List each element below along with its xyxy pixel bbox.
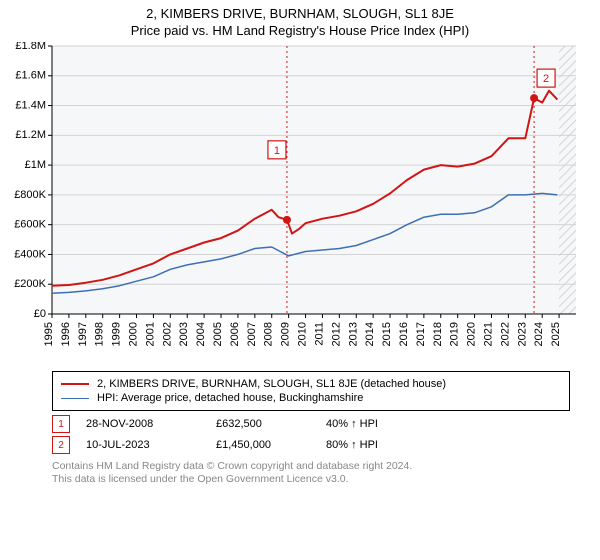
marker-label: 2	[543, 73, 549, 85]
ytick-label: £1.8M	[15, 42, 46, 52]
annotations-table: 1 28-NOV-2008£632,50040% ↑ HPI 2 10-JUL-202…	[52, 415, 570, 454]
xtick-label: 2006	[229, 322, 241, 346]
annotation-delta: 80% ↑ HPI	[326, 439, 570, 451]
ytick-label: £600K	[14, 219, 46, 231]
xtick-label: 2018	[432, 322, 444, 346]
xtick-label: 2000	[128, 322, 140, 346]
legend-item: 2, KIMBERS DRIVE, BURNHAM, SLOUGH, SL1 8…	[61, 378, 561, 390]
annotation-marker: 1	[52, 415, 70, 433]
legend-item: HPI: Average price, detached house, Buck…	[61, 392, 561, 404]
future-region	[559, 46, 576, 314]
xtick-label: 2004	[195, 322, 207, 346]
xtick-label: 2001	[144, 322, 156, 346]
annotation-date: 28-NOV-2008	[86, 418, 216, 430]
legend-text: HPI: Average price, detached house, Buck…	[97, 392, 363, 404]
xtick-label: 2011	[313, 322, 325, 346]
footer-line-2: This data is licensed under the Open Gov…	[52, 473, 570, 486]
xtick-label: 2007	[246, 322, 258, 346]
annotation-price: £632,500	[216, 418, 326, 430]
footer-line-1: Contains HM Land Registry data © Crown c…	[52, 460, 570, 473]
annotation-date: 10-JUL-2023	[86, 439, 216, 451]
xtick-label: 2017	[415, 322, 427, 346]
xtick-label: 1997	[77, 322, 89, 346]
ytick-label: £800K	[14, 189, 46, 201]
xtick-label: 2019	[449, 322, 461, 346]
xtick-label: 2023	[516, 322, 528, 346]
marker-point	[283, 216, 291, 224]
footer-license: Contains HM Land Registry data © Crown c…	[52, 460, 570, 486]
xtick-label: 2022	[499, 322, 511, 346]
xtick-label: 2002	[161, 322, 173, 346]
ytick-label: £200K	[14, 278, 46, 290]
xtick-label: 1996	[60, 322, 72, 346]
xtick-label: 1998	[94, 322, 106, 346]
legend-text: 2, KIMBERS DRIVE, BURNHAM, SLOUGH, SL1 8…	[97, 378, 446, 390]
chart-area: £0 £200K £400K £600K £800K £1M £1.2M £1.4M £1.6M…	[0, 42, 600, 365]
xtick-label: 2025	[550, 322, 562, 346]
xtick-label: 2021	[482, 322, 494, 346]
annotation-price: £1,450,000	[216, 439, 326, 451]
ytick-label: £1.6M	[15, 70, 46, 82]
xtick-label: 2003	[178, 322, 190, 346]
chart-subtitle: Price paid vs. HM Land Registry's House …	[0, 23, 600, 38]
xtick-label: 2009	[280, 322, 292, 346]
legend-swatch	[61, 383, 89, 385]
marker-label: 1	[274, 145, 280, 157]
xtick-label: 2014	[364, 322, 376, 346]
annotation-row: 1 28-NOV-2008£632,50040% ↑ HPI	[52, 415, 570, 433]
xtick-label: 1999	[111, 322, 123, 346]
xtick-label: 2013	[347, 322, 359, 346]
xtick-label: 2005	[212, 322, 224, 346]
chart-title: 2, KIMBERS DRIVE, BURNHAM, SLOUGH, SL1 8…	[0, 6, 600, 21]
ytick-label: £1.4M	[15, 99, 46, 111]
ytick-label: £400K	[14, 248, 46, 260]
legend: 2, KIMBERS DRIVE, BURNHAM, SLOUGH, SL1 8…	[52, 371, 570, 411]
xtick-label: 2012	[330, 322, 342, 346]
marker-point	[530, 94, 538, 102]
xtick-label: 2024	[533, 322, 545, 346]
xtick-label: 2015	[381, 322, 393, 346]
annotation-row: 2 10-JUL-2023£1,450,00080% ↑ HPI	[52, 436, 570, 454]
plot-background	[52, 46, 576, 314]
annotation-delta: 40% ↑ HPI	[326, 418, 570, 430]
xtick-label: 1995	[43, 322, 55, 346]
line-chart: £0 £200K £400K £600K £800K £1M £1.2M £1.4M £1.6M…	[0, 42, 600, 362]
legend-swatch	[61, 398, 89, 399]
xtick-label: 2008	[263, 322, 275, 346]
ytick-label: £0	[34, 308, 46, 320]
xtick-label: 2016	[398, 322, 410, 346]
xtick-label: 2010	[297, 322, 309, 346]
ytick-label: £1M	[25, 159, 46, 171]
ytick-label: £1.2M	[15, 129, 46, 141]
xtick-label: 2020	[466, 322, 478, 346]
annotation-marker: 2	[52, 436, 70, 454]
